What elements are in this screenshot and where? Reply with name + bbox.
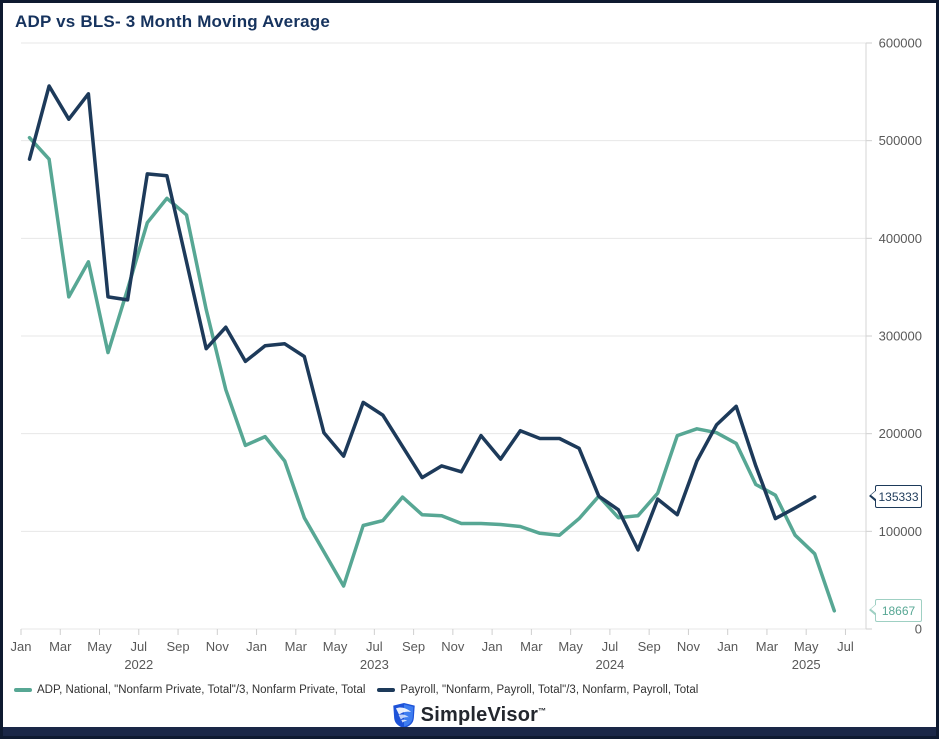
svg-text:Mar: Mar [520, 639, 543, 654]
svg-text:Mar: Mar [49, 639, 72, 654]
svg-text:Mar: Mar [756, 639, 779, 654]
legend-item-payroll-label: Payroll, "Nonfarm, Payroll, Total"/3, No… [400, 684, 699, 696]
svg-text:Mar: Mar [285, 639, 308, 654]
page-title: ADP vs BLS- 3 Month Moving Average [15, 12, 331, 31]
callout-adp-value: 18667 [881, 603, 916, 618]
svg-text:Jan: Jan [246, 639, 267, 654]
svg-text:May: May [323, 639, 348, 654]
svg-text:500000: 500000 [879, 133, 922, 148]
footer-bar [3, 727, 936, 736]
svg-text:2023: 2023 [360, 657, 389, 672]
payroll-series-swatch-icon [377, 688, 396, 692]
last-value-callout-payroll: 135333 [869, 484, 922, 508]
simplevisor-shield-icon [392, 702, 415, 728]
chart-legend: ADP, National, "Nonfarm Private, Total"/… [14, 684, 698, 696]
svg-text:2025: 2025 [792, 657, 821, 672]
svg-text:Jan: Jan [717, 639, 738, 654]
svg-text:Sep: Sep [402, 639, 425, 654]
svg-text:Jul: Jul [837, 639, 854, 654]
svg-text:Jan: Jan [11, 639, 32, 654]
adp-series-swatch-icon [14, 688, 32, 692]
legend-item-adp[interactable]: ADP, National, "Nonfarm Private, Total"/… [14, 684, 365, 696]
callout-payroll-value: 135333 [878, 489, 919, 504]
svg-text:100000: 100000 [879, 524, 922, 539]
svg-text:May: May [87, 639, 112, 654]
svg-text:Jul: Jul [130, 639, 147, 654]
svg-text:Jul: Jul [366, 639, 383, 654]
svg-text:Nov: Nov [677, 639, 701, 654]
last-value-callout-adp: 18667 [869, 598, 922, 622]
svg-text:Nov: Nov [206, 639, 230, 654]
svg-text:May: May [558, 639, 583, 654]
svg-text:Jul: Jul [602, 639, 619, 654]
svg-text:Nov: Nov [441, 639, 465, 654]
line-chart: 0 100000 200000 300000 400000 500000 600000 Jan… [11, 36, 922, 673]
svg-text:Sep: Sep [638, 639, 661, 654]
svg-text:May: May [794, 639, 819, 654]
legend-item-payroll[interactable]: Payroll, "Nonfarm, Payroll, Total"/3, No… [377, 684, 698, 696]
svg-text:2024: 2024 [595, 657, 624, 672]
legend-item-adp-label: ADP, National, "Nonfarm Private, Total"/… [37, 684, 366, 696]
chart-container: 0 100000 200000 300000 400000 500000 600000 Jan… [3, 3, 936, 736]
svg-text:300000: 300000 [879, 329, 922, 344]
svg-text:Sep: Sep [166, 639, 189, 654]
svg-text:Jan: Jan [482, 639, 503, 654]
svg-text:2022: 2022 [124, 657, 153, 672]
svg-text:600000: 600000 [879, 36, 922, 51]
simplevisor-wordmark: SimpleVisor™ [420, 703, 547, 726]
simplevisor-logo: SimpleVisor™ [3, 702, 936, 728]
svg-text:0: 0 [915, 622, 922, 637]
trademark-symbol: ™ [538, 705, 547, 715]
svg-text:400000: 400000 [879, 231, 922, 246]
svg-text:200000: 200000 [879, 426, 922, 441]
